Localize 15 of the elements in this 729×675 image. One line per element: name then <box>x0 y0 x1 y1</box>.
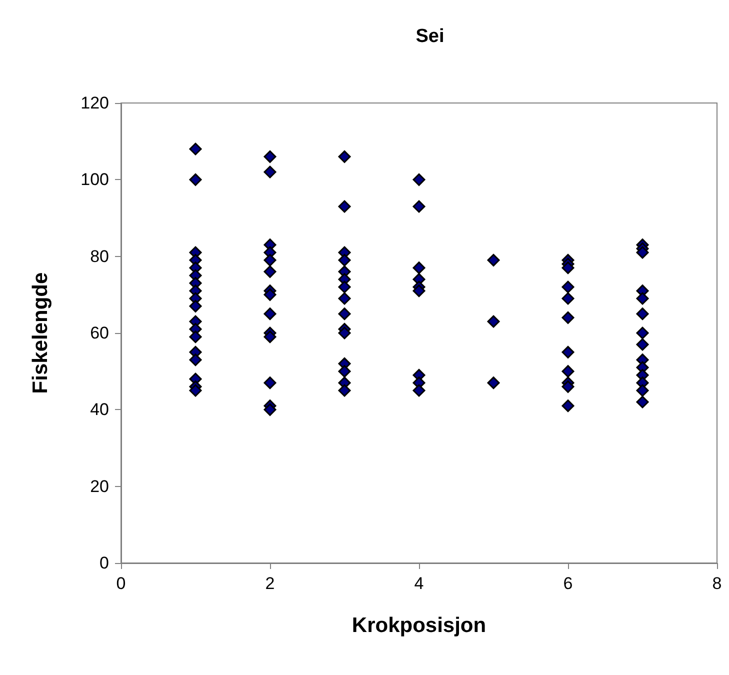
y-tick-label: 0 <box>100 554 109 572</box>
y-tick-label: 120 <box>80 94 109 112</box>
x-tick-label: 0 <box>116 574 126 593</box>
x-axis-title: Krokposisjon <box>352 614 486 637</box>
y-tick-label: 40 <box>90 400 109 420</box>
y-axis-title: Fiskelengde <box>29 272 52 394</box>
x-tick-label: 8 <box>712 574 722 593</box>
y-tick-label: 60 <box>90 324 109 342</box>
x-tick-label: 4 <box>414 574 424 593</box>
x-tick-label: 2 <box>265 574 275 593</box>
y-tick-label: 80 <box>90 246 109 266</box>
y-tick-label: 100 <box>80 170 109 190</box>
x-tick-label: 6 <box>563 574 573 593</box>
y-tick-label: 20 <box>90 476 109 496</box>
chart-title: Sei <box>416 26 444 47</box>
